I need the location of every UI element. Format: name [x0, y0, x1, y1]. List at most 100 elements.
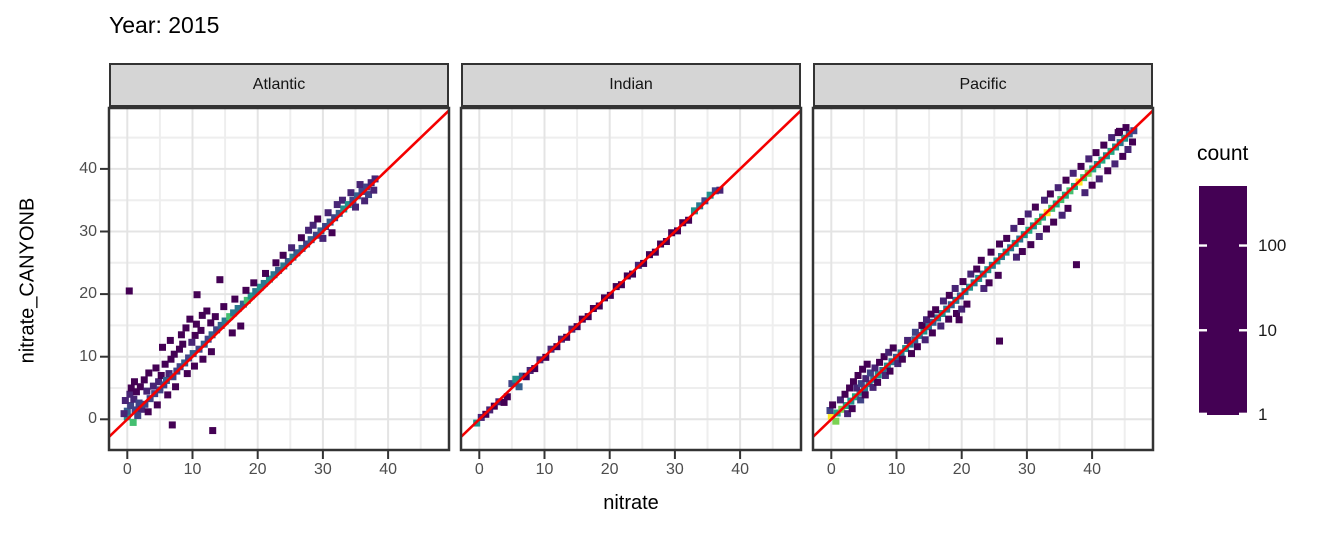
bin2d-cell — [220, 303, 228, 311]
bin2d-cell — [331, 214, 339, 222]
bin2d-cell — [279, 251, 287, 259]
bin2d-cell — [1046, 190, 1054, 198]
bin2d-cell — [177, 331, 185, 339]
bin2d-cell — [135, 399, 143, 407]
bin2d-cell — [126, 390, 134, 398]
bin2d-cell — [1088, 181, 1096, 189]
bin2d-cell — [1092, 149, 1100, 157]
bin2d-cell — [927, 310, 935, 318]
legend-title: count — [1197, 142, 1249, 165]
bin2d-cell — [874, 378, 882, 386]
bin2d-cell — [963, 300, 971, 308]
bin2d-cell — [250, 279, 258, 287]
bin2d-cell — [854, 371, 862, 379]
bin2d-cell — [1041, 196, 1049, 204]
bin2d-cell — [209, 427, 217, 435]
bin2d-cell — [213, 326, 221, 334]
bin2d-cell — [1058, 211, 1066, 219]
bin2d-cell — [706, 191, 714, 199]
bin2d-cell — [1077, 162, 1085, 170]
bin2d-cell — [179, 340, 187, 348]
bin2d-cell — [911, 328, 919, 336]
bin2d-cell — [131, 406, 139, 414]
bin2d-cell — [1130, 127, 1138, 135]
identity-line — [461, 109, 801, 438]
y-tick-label: 40 — [79, 159, 97, 177]
bin2d-cell — [234, 304, 242, 312]
bin2d-cell — [165, 370, 173, 378]
bin2d-cell — [322, 222, 330, 230]
bin2d-cell — [701, 197, 709, 205]
bin2d-cell — [153, 401, 161, 409]
bin2d-cell — [284, 258, 292, 266]
bin2d-cell — [1062, 176, 1070, 184]
bin2d-cell — [827, 412, 835, 420]
bin2d-cell — [217, 321, 225, 329]
bin2d-cell — [324, 209, 332, 217]
identity-line — [813, 109, 1153, 438]
bin2d-cell — [1081, 189, 1089, 197]
bin2d-cell — [951, 284, 959, 292]
facet-strip-atlantic: Atlantic — [109, 63, 449, 107]
bin2d-cell — [662, 238, 670, 246]
bin2d-cell — [996, 240, 1004, 248]
panel-border — [459, 106, 803, 452]
legend-tick-label-100: 100 — [1258, 236, 1287, 255]
panel-pacific — [813, 108, 1153, 450]
bin2d-cell — [216, 276, 224, 284]
bin2d-cell — [640, 259, 648, 267]
bin2d-cell — [651, 248, 659, 256]
bin2d-cell — [260, 279, 268, 287]
bin2d-cell — [1114, 129, 1122, 137]
bin2d-cell — [996, 337, 1004, 345]
bin2d-cell — [130, 395, 138, 403]
facet-strip-label: Indian — [609, 76, 653, 93]
x-tick-label: 0 — [826, 461, 836, 478]
bin2d-cell — [1100, 141, 1108, 149]
facet-strip-indian: Indian — [461, 63, 801, 107]
bin2d-cell — [186, 315, 194, 323]
bin2d-cell — [252, 288, 260, 296]
bin2d-cell — [293, 249, 301, 257]
bin2d-cell — [958, 305, 966, 313]
bin2d-cell — [167, 355, 175, 363]
bin2d-cell — [945, 315, 953, 323]
bin2d-cell — [140, 376, 148, 384]
bin2d-cell — [358, 187, 366, 195]
bin2d-cell — [328, 229, 336, 237]
bin2d-cell — [166, 336, 174, 344]
x-tick-label: 20 — [248, 461, 267, 478]
bin2d-cell — [192, 320, 200, 328]
bin2d-cell — [832, 417, 840, 425]
bin2d-cell — [228, 329, 236, 337]
bin2d-cell — [211, 313, 219, 321]
bin2d-cell — [1017, 217, 1025, 225]
bin2d-cell — [1064, 204, 1072, 212]
bin2d-cell — [937, 322, 945, 330]
bin2d-cell — [1108, 134, 1116, 142]
bin2d-cell — [629, 270, 637, 278]
bin2d-cell — [319, 234, 327, 242]
bin2d-cell — [155, 378, 163, 386]
bin2d-cell — [335, 209, 343, 217]
bin2d-cell — [309, 221, 317, 229]
bin2d-cell — [542, 353, 550, 361]
bin2d-cell — [522, 373, 530, 381]
y-tick-label: 30 — [79, 222, 97, 240]
bin2d-cell — [1129, 138, 1137, 146]
bin2d-cell — [138, 405, 146, 413]
bin2d-cell — [918, 321, 926, 329]
bin2d-cell — [265, 275, 273, 283]
plot-title: Year: 2015 — [109, 12, 220, 38]
bin2d-cell — [500, 398, 508, 406]
bin2d-cell — [857, 396, 865, 404]
legend-tick-label-1: 1 — [1258, 405, 1268, 424]
bin2d-cell — [203, 307, 211, 315]
bin2d-cell — [859, 365, 867, 373]
bin2d-cell — [928, 329, 936, 337]
bin2d-cell — [164, 391, 172, 399]
x-tick-label: 20 — [952, 461, 971, 478]
bin2d-cell — [952, 310, 960, 318]
bin2d-cell — [121, 397, 129, 405]
bin2d-cell — [1124, 145, 1132, 153]
